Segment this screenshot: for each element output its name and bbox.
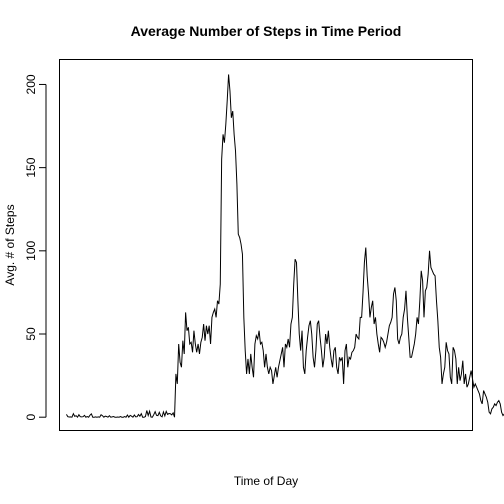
y-tick-label: 50 bbox=[24, 327, 38, 341]
y-tick-label: 150 bbox=[24, 157, 38, 177]
y-axis-label: Avg. # of Steps bbox=[3, 204, 17, 285]
chart-title: Average Number of Steps in Time Period bbox=[131, 23, 402, 39]
y-tick-label: 100 bbox=[24, 240, 38, 260]
x-axis-label: Time of Day bbox=[234, 474, 298, 488]
y-tick-label: 200 bbox=[24, 74, 38, 94]
y-tick-label: 0 bbox=[24, 414, 38, 421]
